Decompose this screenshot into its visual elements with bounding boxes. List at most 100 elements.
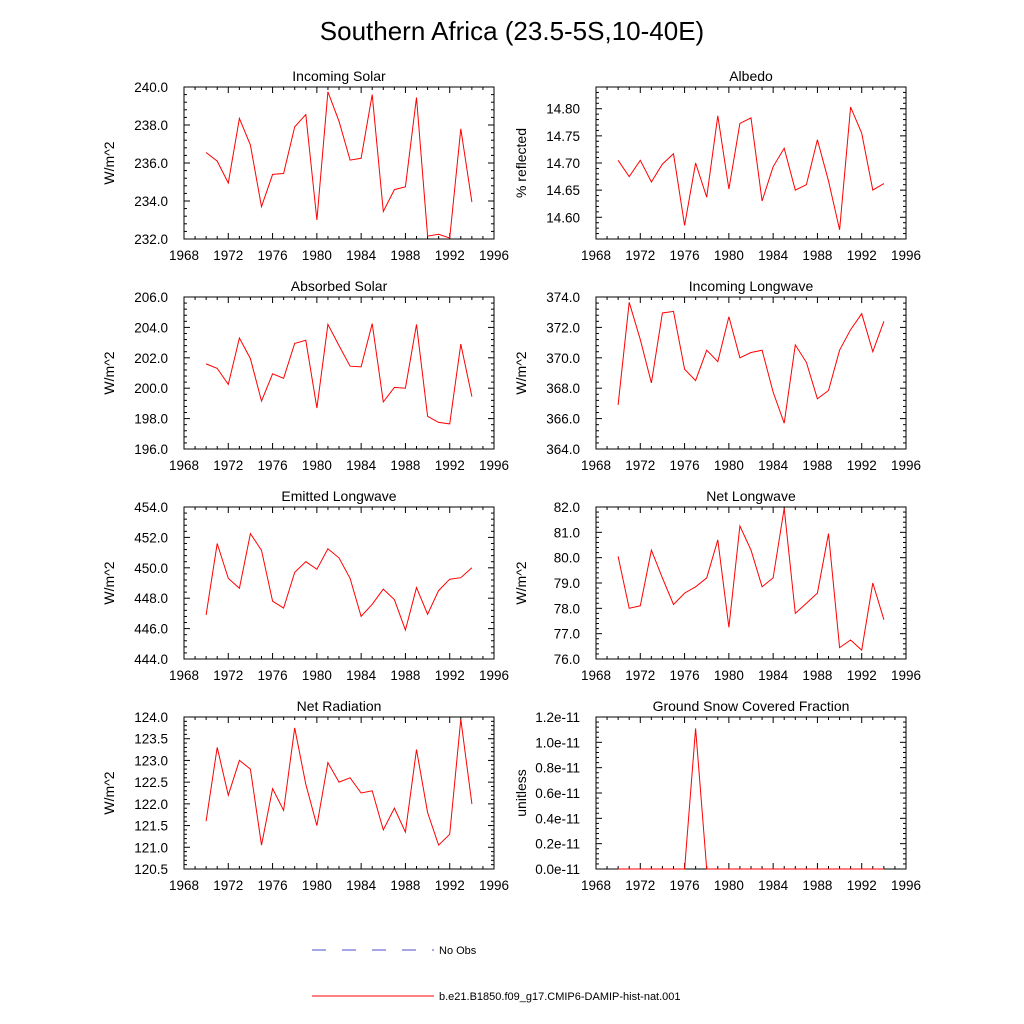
x-tick-label: 1988 — [390, 668, 420, 683]
x-tick-label: 1992 — [847, 248, 877, 263]
x-tick-label: 1968 — [169, 248, 199, 263]
panel-title: Ground Snow Covered Fraction — [653, 698, 850, 714]
y-axis-label: W/m^2 — [101, 771, 117, 814]
y-tick-label: 450.0 — [134, 561, 168, 576]
y-tick-label: 240.0 — [134, 80, 168, 95]
y-tick-label: 0.0e-11 — [535, 862, 580, 877]
legend-model-label: b.e21.B1850.f09_g17.CMIP6-DAMIP-hist-nat… — [439, 991, 681, 1003]
plot-frame — [183, 506, 495, 660]
x-tick-label: 1968 — [581, 668, 611, 683]
x-tick-label: 1984 — [346, 248, 377, 263]
x-tick-label: 1992 — [435, 248, 465, 263]
x-tick-label: 1988 — [802, 668, 832, 683]
x-tick-label: 1972 — [625, 458, 655, 473]
x-tick-label: 1988 — [802, 248, 832, 263]
x-tick-label: 1992 — [847, 458, 877, 473]
y-tick-label: 124.0 — [134, 710, 168, 725]
plot-frame — [183, 716, 495, 870]
y-tick-label: 0.6e-11 — [535, 786, 580, 801]
plot-frame — [183, 296, 495, 450]
x-tick-label: 1976 — [258, 458, 288, 473]
y-axis-label: W/m^2 — [101, 351, 117, 394]
x-tick-label: 1972 — [213, 458, 243, 473]
panel-title: Net Radiation — [297, 698, 382, 714]
y-tick-label: 0.2e-11 — [535, 837, 580, 852]
panel-net-longwave: Net Longwave W/m^2 1968 1972 1976 1980 1984 198… — [513, 488, 921, 683]
x-tick-label: 1984 — [758, 878, 789, 893]
panel-incoming-solar: Incoming Solar W/m^2 1968 1972 1976 1980 1984 1… — [101, 68, 509, 263]
series-line-ground-snow-covered-fraction — [618, 728, 884, 870]
series-line-albedo — [617, 106, 885, 230]
x-tick-label: 1980 — [302, 878, 332, 893]
x-tick-label: 1992 — [847, 668, 877, 683]
y-tick-label: 14.75 — [546, 129, 580, 144]
y-tick-label: 120.5 — [134, 862, 168, 877]
y-axis-label: W/m^2 — [101, 561, 117, 604]
x-tick-label: 1988 — [802, 458, 832, 473]
y-tick-label: 364.0 — [546, 442, 580, 457]
x-tick-label: 1976 — [670, 878, 700, 893]
x-tick-label: 1972 — [625, 668, 655, 683]
x-tick-label: 1968 — [169, 458, 199, 473]
x-tick-label: 1984 — [346, 458, 377, 473]
y-tick-label: 366.0 — [546, 412, 580, 427]
x-tick-label: 1992 — [435, 878, 465, 893]
x-tick-label: 1996 — [479, 878, 509, 893]
y-tick-label: 200.0 — [134, 381, 168, 396]
x-tick-label: 1996 — [479, 668, 509, 683]
x-tick-label: 1976 — [258, 668, 288, 683]
x-tick-label: 1988 — [390, 248, 420, 263]
y-tick-label: 204.0 — [134, 320, 168, 335]
x-tick-label: 1992 — [435, 668, 465, 683]
y-tick-label: 14.60 — [546, 210, 580, 225]
y-axis-label: W/m^2 — [101, 141, 117, 184]
x-tick-label: 1996 — [479, 458, 509, 473]
panel-title: Incoming Longwave — [689, 278, 814, 294]
x-tick-label: 1976 — [670, 458, 700, 473]
series-line-incoming-solar — [205, 91, 473, 239]
y-tick-label: 14.70 — [546, 156, 580, 171]
panel-grid: Incoming Solar W/m^2 1968 1972 1976 1980 1984 1… — [101, 68, 921, 893]
y-tick-label: 444.0 — [134, 652, 168, 667]
y-tick-label: 232.0 — [134, 232, 168, 247]
x-tick-label: 1984 — [346, 878, 377, 893]
x-tick-label: 1984 — [758, 458, 789, 473]
x-tick-label: 1968 — [581, 458, 611, 473]
panel-net-radiation: Net Radiation W/m^2 1968 1972 1976 1980 1984 19… — [101, 698, 509, 893]
x-tick-label: 1976 — [670, 248, 700, 263]
x-tick-label: 1968 — [581, 248, 611, 263]
y-tick-label: 121.5 — [134, 819, 168, 834]
y-tick-label: 196.0 — [134, 442, 168, 457]
y-tick-label: 454.0 — [134, 500, 168, 515]
y-tick-label: 448.0 — [134, 591, 168, 606]
x-tick-label: 1976 — [258, 248, 288, 263]
plot-frame — [595, 296, 907, 450]
y-tick-label: 122.5 — [134, 775, 168, 790]
panel-title: Incoming Solar — [292, 68, 386, 84]
x-tick-label: 1996 — [891, 878, 921, 893]
y-tick-label: 77.0 — [554, 627, 580, 642]
x-tick-label: 1972 — [625, 248, 655, 263]
x-tick-label: 1980 — [302, 668, 332, 683]
y-tick-label: 78.0 — [554, 601, 580, 616]
x-tick-label: 1980 — [302, 248, 332, 263]
x-tick-label: 1980 — [302, 458, 332, 473]
y-tick-label: 234.0 — [134, 194, 168, 209]
legend-obs-label: No Obs — [439, 945, 477, 957]
y-tick-label: 123.5 — [134, 732, 168, 747]
panel-title: Emitted Longwave — [281, 488, 396, 504]
series-line-net-radiation — [205, 719, 473, 847]
y-tick-label: 76.0 — [554, 652, 580, 667]
panel-ground-snow-covered-fraction: Ground Snow Covered Fraction unitless 1968… — [513, 698, 921, 893]
y-axis-label: W/m^2 — [513, 351, 529, 394]
y-tick-label: 82.0 — [554, 500, 580, 515]
x-tick-label: 1972 — [213, 248, 243, 263]
x-tick-label: 1996 — [891, 668, 921, 683]
x-tick-label: 1976 — [258, 878, 288, 893]
x-tick-label: 1972 — [213, 668, 243, 683]
y-tick-label: 238.0 — [134, 118, 168, 133]
y-tick-label: 122.0 — [134, 797, 168, 812]
x-tick-label: 1996 — [479, 248, 509, 263]
y-tick-label: 121.0 — [134, 840, 168, 855]
x-tick-label: 1988 — [390, 458, 420, 473]
